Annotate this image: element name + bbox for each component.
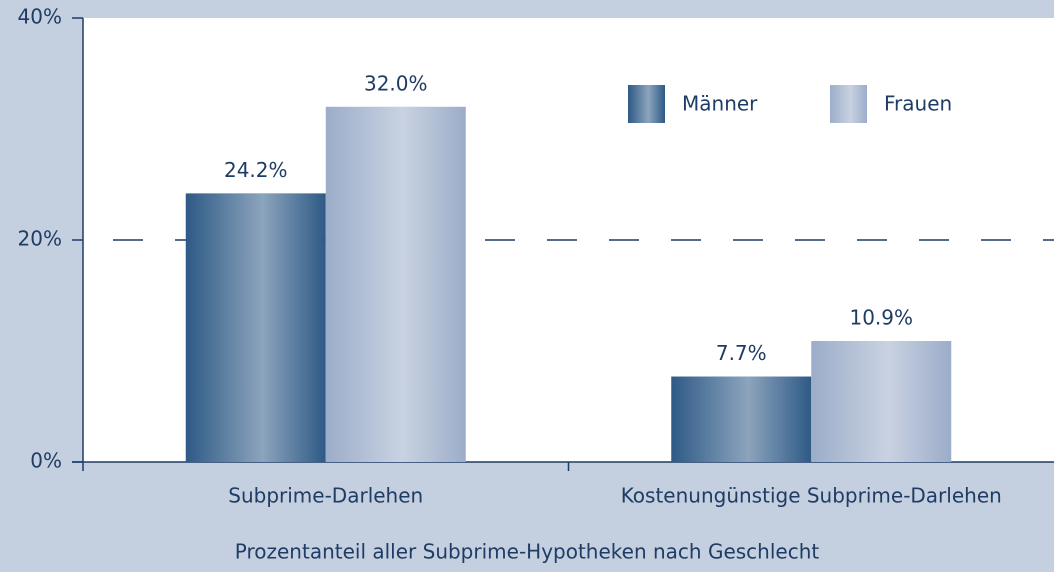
- legend-swatch-sheen: [830, 85, 867, 123]
- legend-swatch-sheen: [628, 85, 665, 123]
- y-tick-label: 0%: [30, 449, 62, 473]
- legend-label: Männer: [682, 92, 758, 116]
- value-label: 7.7%: [716, 341, 767, 365]
- bar-sheen: [325, 106, 466, 463]
- value-label: 10.9%: [849, 306, 913, 330]
- x-tick-label: Subprime-Darlehen: [228, 484, 423, 508]
- y-tick-label: 40%: [18, 5, 62, 29]
- y-tick-label: 20%: [18, 227, 62, 251]
- value-label: 32.0%: [364, 71, 428, 95]
- bar-sheen: [185, 193, 326, 462]
- legend-label: Frauen: [884, 92, 952, 116]
- bar-sheen: [671, 376, 812, 462]
- x-axis-label: Prozentanteil aller Subprime-Hypotheken …: [235, 540, 820, 564]
- bar-sheen: [811, 341, 952, 462]
- value-label: 24.2%: [224, 158, 288, 182]
- x-tick-label: Kostenungünstige Subprime-Darlehen: [621, 484, 1002, 508]
